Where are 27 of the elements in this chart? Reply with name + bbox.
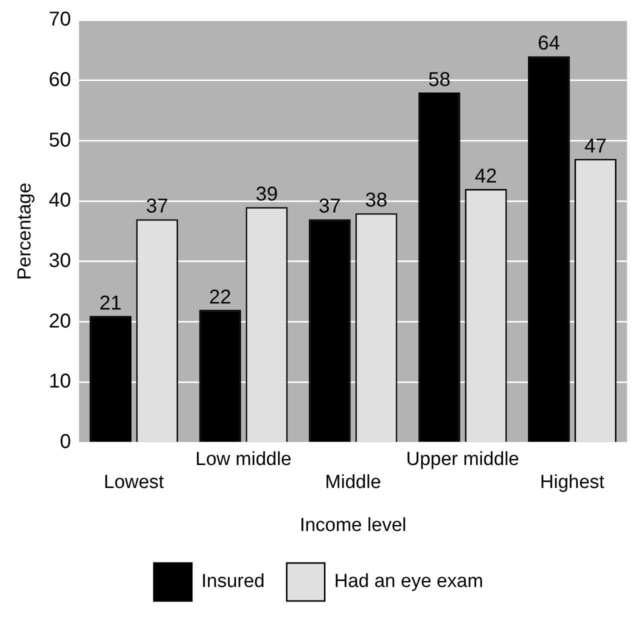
y-tick-label: 20 (48, 310, 72, 332)
data-label: 47 (584, 135, 607, 158)
y-tick-label: 50 (48, 129, 72, 152)
data-label: 37 (318, 196, 341, 218)
y-tick-label: 40 (48, 190, 72, 212)
x-tick-label: Highest (540, 472, 606, 494)
data-label: 22 (209, 286, 232, 308)
data-label: 58 (428, 68, 450, 91)
x-tick-label: Lowest (104, 472, 165, 494)
legend-label: Insured (201, 571, 265, 592)
x-tick-label: Middle (325, 472, 382, 494)
y-tick-label: 10 (48, 370, 72, 393)
data-label: 21 (99, 292, 122, 314)
y-axis-title: Percentage (14, 182, 36, 280)
x-axis-title: Income level (300, 514, 406, 536)
data-label: 39 (256, 184, 278, 206)
data-label: 42 (474, 166, 498, 188)
y-tick-label: 30 (48, 250, 72, 272)
legend-label: Had an eye exam (334, 571, 484, 592)
y-tick-label: 70 (48, 8, 72, 31)
x-tick-label: Low middle (195, 449, 292, 470)
y-tick-label: 0 (60, 431, 72, 454)
data-label: 37 (146, 196, 168, 218)
data-label: 38 (365, 190, 388, 212)
x-tick-label: Upper middle (406, 449, 520, 470)
data-label: 64 (538, 32, 560, 55)
y-tick-label: 60 (48, 68, 72, 91)
